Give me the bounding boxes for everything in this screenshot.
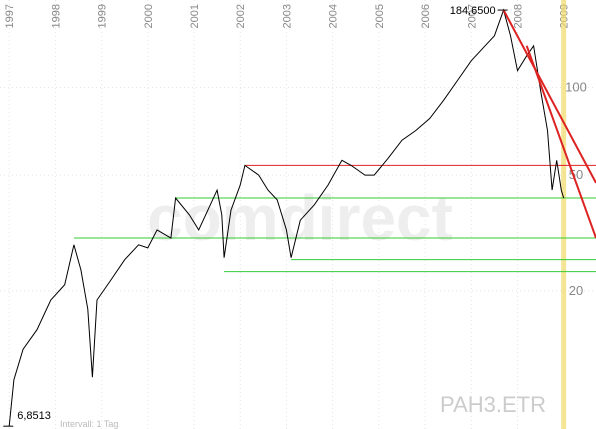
annotation-label: 184,6500 (450, 5, 496, 17)
x-tick-label: 2005 (374, 4, 386, 28)
trend-line (502, 9, 596, 184)
trend-line (525, 45, 596, 239)
symbol-label: PAH3.ETR (440, 392, 546, 417)
x-tick-label: 2003 (281, 4, 293, 28)
x-tick-label: 2007 (466, 4, 478, 28)
x-tick-label: 2008 (512, 4, 524, 28)
footer: Intervall: 1 Tag (60, 419, 118, 429)
y-tick-label: 100 (565, 80, 587, 95)
x-tick-label: 2006 (420, 4, 432, 28)
y-tick-label: 20 (569, 283, 583, 298)
x-tick-label: 1997 (4, 4, 16, 28)
x-tick-label: 2002 (235, 4, 247, 28)
x-tick-label: 1999 (97, 4, 109, 28)
x-tick-label: 2001 (189, 4, 201, 28)
watermark: comdirect (147, 182, 453, 254)
x-tick-label: 2000 (143, 4, 155, 28)
annotation-label: 6,8513 (17, 410, 51, 422)
price-line (8, 8, 565, 427)
x-tick-label: 1998 (50, 4, 62, 28)
x-tick-label: 2004 (328, 4, 340, 28)
